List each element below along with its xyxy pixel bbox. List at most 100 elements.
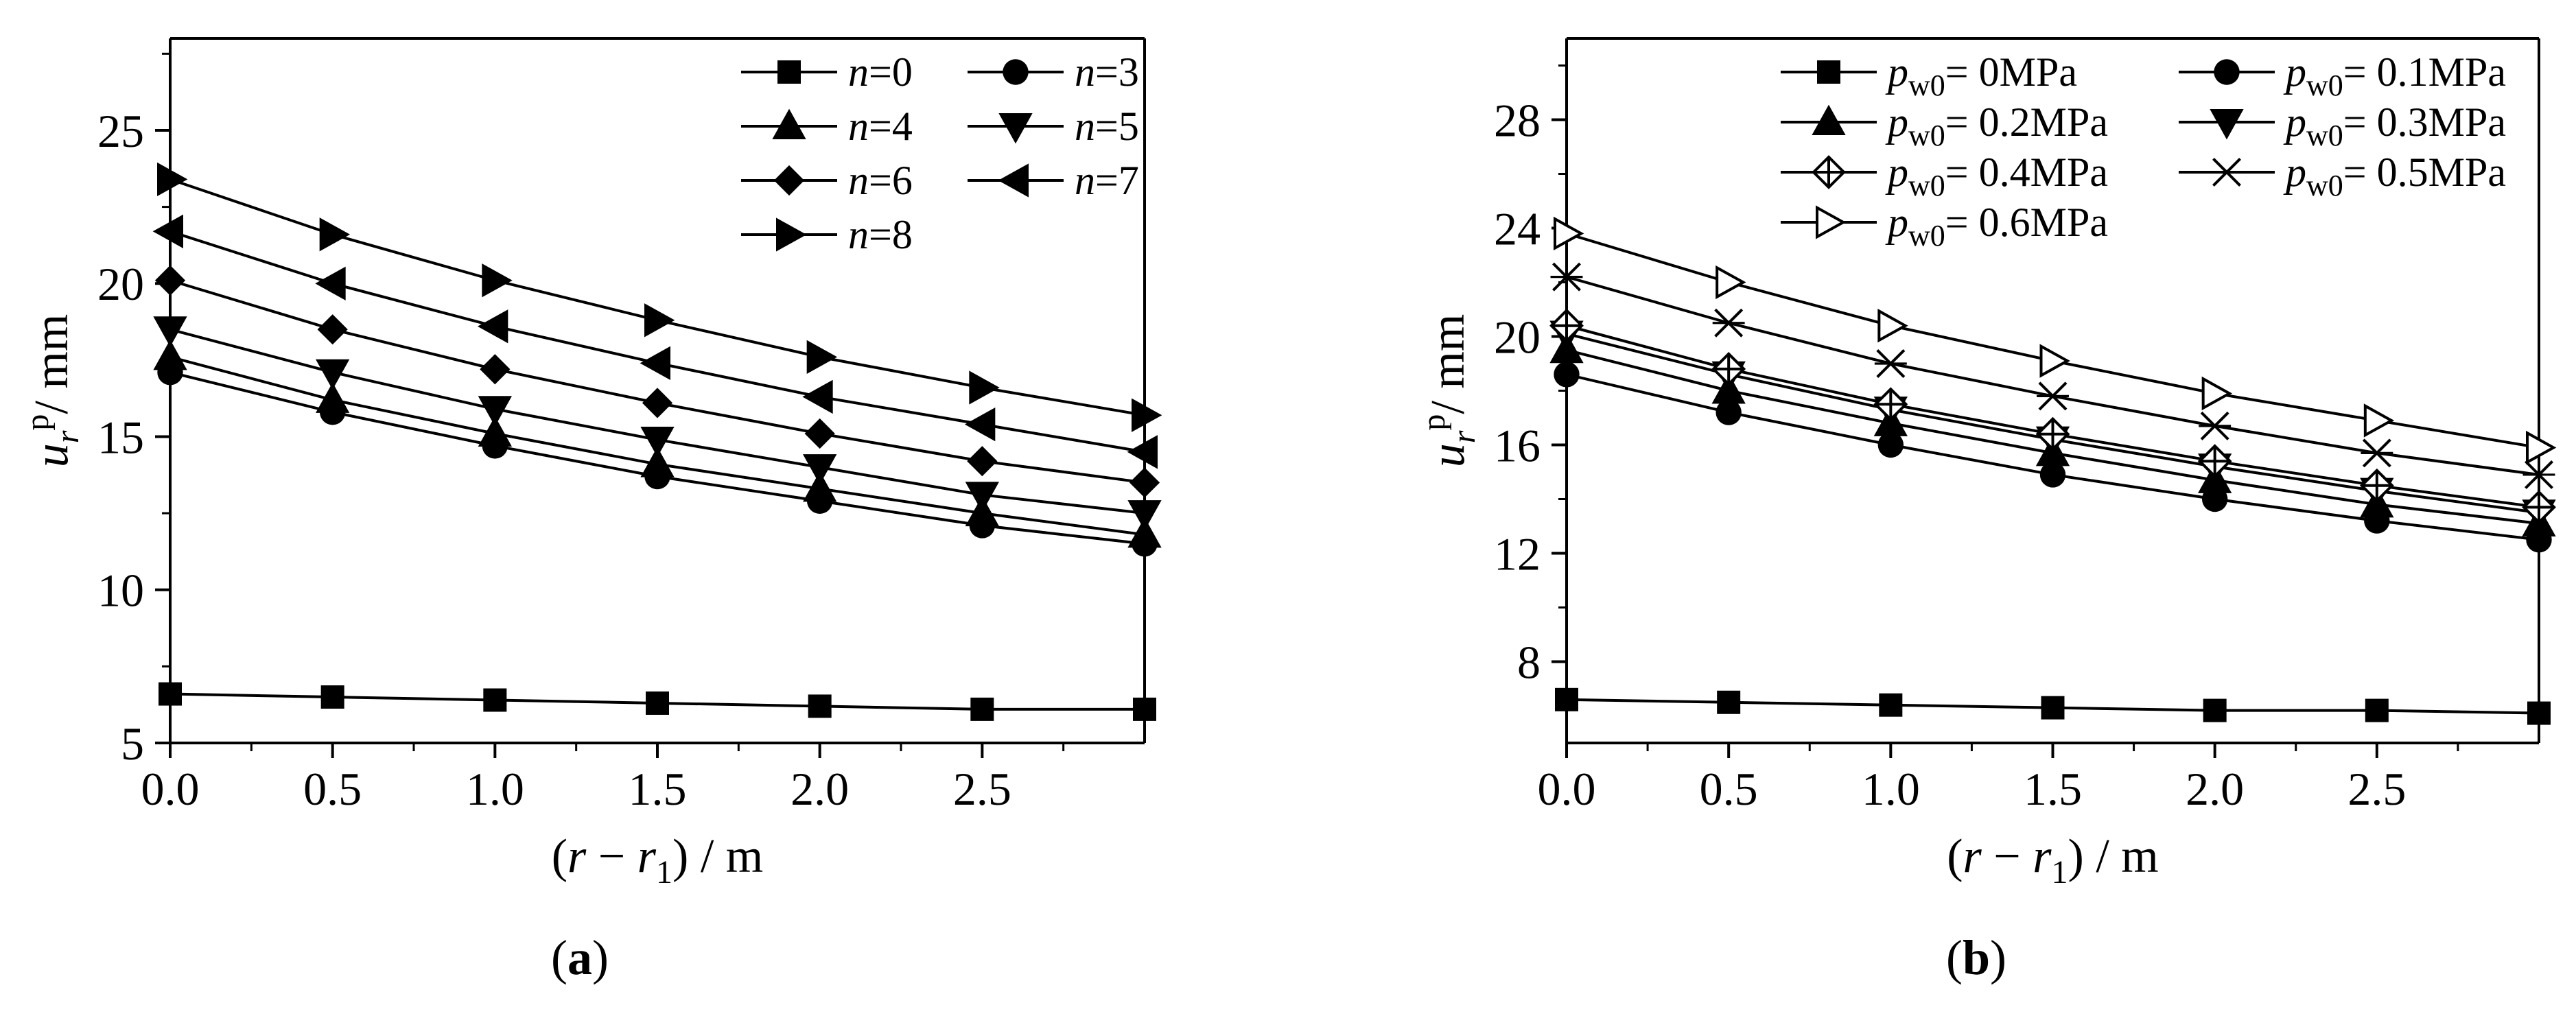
y-tick-label: 20 [97,258,144,310]
data-point [482,263,513,298]
y-tick-label: 25 [97,105,144,157]
data-point [640,426,675,458]
x-tick-label: 2.0 [2186,763,2244,815]
data-point [1877,432,1904,458]
series-line [1566,232,2540,449]
legend-label: pw0= 0.5MPa [2283,150,2506,202]
data-point [1717,690,1741,714]
legend-entry: pw0= 0.2MPa [1781,99,2108,152]
data-point [642,388,673,418]
data-point [2361,438,2393,468]
x-tick-label: 2.5 [2347,763,2406,815]
x-tick-label: 2.5 [953,763,1011,815]
legend-entry: n=5 [968,104,1139,149]
data-point [1874,349,1907,378]
legend-entry: n=3 [968,49,1139,95]
data-point [2359,468,2394,503]
data-point [320,685,344,709]
x-axis-title: (r − r1) / m [552,830,764,890]
data-point [1554,216,1584,251]
data-point [967,446,998,477]
legend-label: pw0= 0MPa [1885,49,2077,102]
legend-entry: pw0= 0.3MPa [2179,99,2506,152]
data-point [317,314,348,345]
data-point [1879,693,1903,717]
x-tick-label: 0.5 [303,763,362,815]
data-point [478,396,512,427]
legend: n=0 n=3 n=4 n=5 n=6 n=7 n=8 [741,49,1139,257]
data-point [157,162,188,197]
data-point [2365,698,2389,722]
legend-marker [998,113,1033,144]
y-tick-label: 24 [1494,203,1541,255]
data-point [803,454,837,485]
legend-label: n=3 [1075,49,1139,95]
legend-label: pw0= 0.1MPa [2283,49,2506,102]
y-axis-title: urp/ mm [1416,314,1482,468]
data-point [646,691,669,715]
legend-entry: n=8 [741,212,913,257]
legend-marker [772,108,806,139]
data-point [478,416,512,447]
legend-entry: pw0= 0.1MPa [2179,49,2506,102]
series-line [169,230,1145,453]
data-point [1716,265,1746,300]
legend-entry: n=6 [741,158,913,203]
x-tick-label: 1.5 [629,763,687,815]
data-point [2363,403,2395,438]
data-point [1877,309,1908,343]
x-tick-label: 1.0 [466,763,524,815]
data-point [153,340,187,370]
data-point [2039,344,2070,378]
legend-entry: n=7 [968,158,1139,203]
series-n=0 [159,682,1156,721]
y-tick-label: 28 [1494,95,1541,147]
y-tick-label: 10 [97,565,144,617]
legend-entry: pw0= 0MPa [1781,49,2077,102]
series-line [169,178,1145,417]
y-tick-label: 8 [1517,637,1541,689]
y-axis-title-group: urp/ mm [19,314,86,468]
data-point [2041,696,2065,720]
data-point [1555,687,1578,711]
legend-marker [1003,59,1029,85]
data-point [965,482,999,512]
data-point [319,217,351,252]
data-point [2203,698,2227,722]
legend-marker [1816,205,1847,239]
data-point [970,697,994,721]
panel-caption: (b) [1946,930,2006,985]
legend-marker [777,60,801,84]
data-point [152,214,183,248]
data-point [2522,490,2556,525]
legend-marker [998,163,1029,198]
data-point [2201,376,2233,411]
data-point [477,309,508,344]
legend-label: pw0= 0.4MPa [1885,150,2108,202]
data-point [2522,460,2555,489]
data-point [1549,308,1584,343]
data-point [969,370,1000,405]
data-point [2526,430,2557,465]
data-point [1554,362,1580,388]
data-point [964,407,996,442]
data-point [2199,411,2232,440]
legend-marker [776,217,807,252]
legend-marker [1812,155,1846,189]
data-point [483,688,507,712]
data-point [315,266,346,300]
data-point [808,694,832,718]
data-point [1711,351,1746,386]
x-tick-label: 1.0 [1862,763,1920,815]
series-n=5 [153,316,1162,531]
data-point [1127,500,1162,531]
legend-marker [2210,158,2243,187]
y-tick-label: 5 [121,718,144,770]
legend-entry: n=4 [741,104,913,149]
y-tick-label: 12 [1494,528,1541,580]
legend-label: n=7 [1075,158,1139,203]
legend-label: n=6 [848,158,913,203]
legend-entry: pw0= 0.5MPa [2179,150,2506,202]
